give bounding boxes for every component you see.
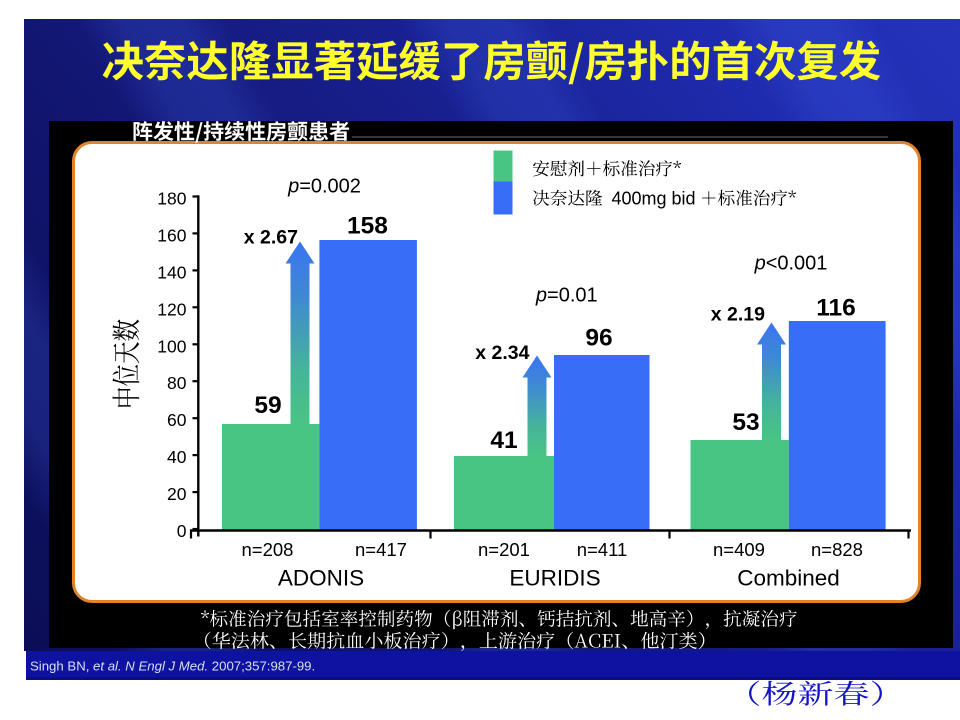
svg-text:p<0.001: p<0.001	[754, 253, 828, 275]
svg-text:n=208: n=208	[242, 539, 294, 560]
svg-text:41: 41	[490, 427, 517, 454]
svg-text:n=411: n=411	[577, 539, 628, 560]
svg-text:n=417: n=417	[355, 539, 407, 560]
svg-text:120: 120	[157, 299, 186, 319]
svg-text:n=828: n=828	[811, 539, 863, 560]
svg-text:400mg bid: 400mg bid	[612, 189, 696, 209]
svg-text:60: 60	[167, 410, 187, 430]
svg-text:59: 59	[254, 392, 281, 419]
svg-text:x 2.19: x 2.19	[711, 304, 765, 326]
svg-text:p=0.002: p=0.002	[287, 176, 361, 198]
svg-text:p=0.01: p=0.01	[535, 285, 598, 307]
svg-text:180: 180	[157, 189, 186, 209]
svg-text:100: 100	[157, 336, 186, 356]
svg-text:x 2.67: x 2.67	[244, 227, 298, 249]
svg-text:116: 116	[816, 295, 856, 322]
svg-text:Combined: Combined	[737, 566, 840, 591]
svg-text:20: 20	[167, 484, 187, 504]
svg-text:53: 53	[732, 409, 759, 436]
svg-text:140: 140	[157, 262, 186, 282]
svg-text:n=201: n=201	[478, 539, 530, 560]
svg-text:158: 158	[347, 213, 388, 240]
svg-text:x 2.34: x 2.34	[475, 342, 529, 364]
svg-text:0: 0	[177, 521, 187, 541]
svg-text:ADONIS: ADONIS	[278, 566, 364, 591]
svg-text:80: 80	[167, 373, 187, 393]
svg-text:40: 40	[167, 447, 187, 467]
svg-text:n=409: n=409	[713, 539, 765, 560]
svg-text:160: 160	[157, 225, 186, 245]
svg-text:Singh BN, et al. N Engl J Med.: Singh BN, et al. N Engl J Med. 2007;357:…	[30, 659, 315, 674]
svg-text:EURIDIS: EURIDIS	[509, 566, 600, 591]
svg-text:96: 96	[585, 325, 612, 352]
